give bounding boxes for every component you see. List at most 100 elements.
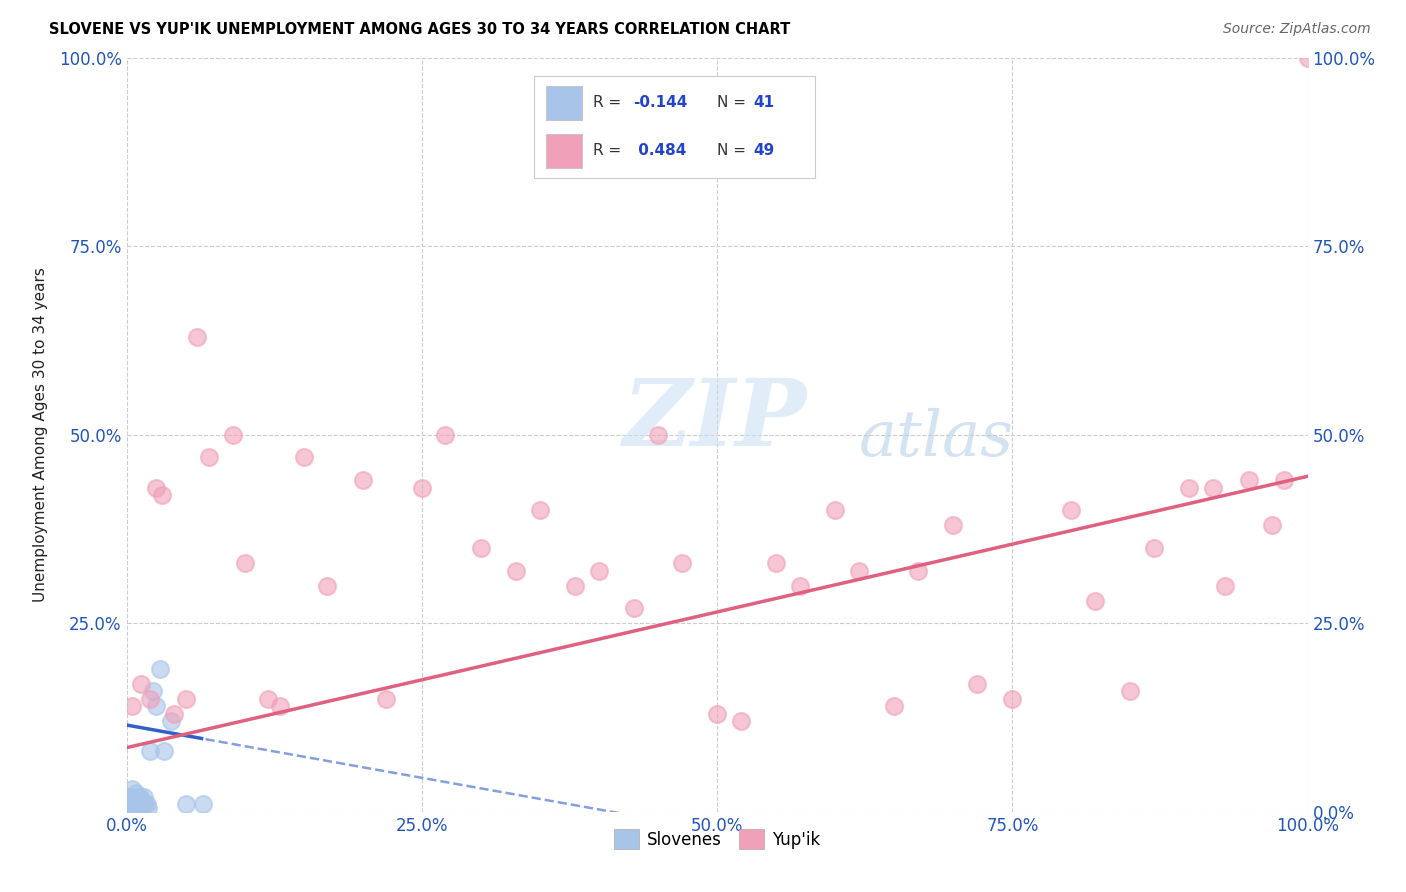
Point bbox=[411, 481, 433, 495]
Point bbox=[316, 578, 339, 592]
Text: R =: R = bbox=[593, 144, 627, 158]
Point bbox=[1296, 51, 1319, 65]
Point bbox=[269, 699, 291, 714]
Point bbox=[765, 556, 787, 570]
Point bbox=[131, 797, 153, 812]
Point bbox=[193, 797, 215, 812]
Point bbox=[121, 797, 143, 812]
Text: N =: N = bbox=[717, 95, 751, 110]
Point bbox=[136, 801, 159, 815]
Point bbox=[375, 691, 398, 706]
Point bbox=[125, 797, 148, 812]
Text: ZIP: ZIP bbox=[623, 375, 807, 465]
Point bbox=[141, 684, 163, 698]
Point bbox=[1178, 481, 1201, 495]
Point bbox=[122, 789, 145, 804]
Point bbox=[121, 699, 143, 714]
Point bbox=[127, 797, 149, 812]
Point bbox=[122, 797, 145, 812]
Point bbox=[588, 564, 610, 578]
Point bbox=[120, 789, 142, 804]
Point bbox=[730, 714, 752, 729]
Point bbox=[150, 488, 173, 502]
Point bbox=[1119, 684, 1142, 698]
Point bbox=[789, 578, 811, 592]
Point bbox=[153, 744, 176, 758]
Point bbox=[1261, 518, 1284, 533]
Text: Source: ZipAtlas.com: Source: ZipAtlas.com bbox=[1223, 22, 1371, 37]
Point bbox=[470, 541, 492, 555]
Text: N =: N = bbox=[717, 144, 751, 158]
Point bbox=[139, 744, 162, 758]
Point bbox=[1237, 473, 1260, 487]
Point bbox=[129, 676, 152, 690]
Point bbox=[1084, 593, 1107, 607]
Point bbox=[127, 793, 149, 807]
Text: SLOVENE VS YUP'IK UNEMPLOYMENT AMONG AGES 30 TO 34 YEARS CORRELATION CHART: SLOVENE VS YUP'IK UNEMPLOYMENT AMONG AGE… bbox=[49, 22, 790, 37]
Point bbox=[186, 330, 208, 344]
Point bbox=[127, 789, 149, 804]
Point bbox=[127, 789, 149, 804]
Point bbox=[257, 691, 280, 706]
Text: atlas: atlas bbox=[859, 408, 1014, 469]
Point bbox=[163, 706, 186, 721]
Point bbox=[706, 706, 728, 721]
Point bbox=[1213, 578, 1236, 592]
Point bbox=[121, 789, 143, 804]
Point bbox=[125, 786, 148, 800]
Point bbox=[128, 797, 150, 812]
Point bbox=[135, 797, 157, 812]
Point bbox=[1060, 503, 1083, 517]
Point bbox=[134, 797, 156, 812]
Text: 49: 49 bbox=[754, 144, 775, 158]
Point bbox=[120, 797, 142, 812]
Text: 41: 41 bbox=[754, 95, 775, 110]
Point bbox=[1143, 541, 1166, 555]
Text: -0.144: -0.144 bbox=[633, 95, 688, 110]
Point bbox=[1001, 691, 1024, 706]
Point bbox=[966, 676, 988, 690]
Point bbox=[907, 564, 929, 578]
Point bbox=[125, 793, 148, 807]
Point bbox=[292, 450, 315, 465]
Point bbox=[647, 427, 669, 442]
Legend: Slovenes, Yup'ik: Slovenes, Yup'ik bbox=[607, 822, 827, 856]
Point bbox=[174, 691, 197, 706]
Point bbox=[124, 789, 146, 804]
Point bbox=[883, 699, 905, 714]
Point bbox=[352, 473, 374, 487]
Point bbox=[1272, 473, 1295, 487]
Point bbox=[122, 793, 145, 807]
Point bbox=[529, 503, 551, 517]
FancyBboxPatch shape bbox=[546, 87, 582, 120]
Point bbox=[564, 578, 586, 592]
Point bbox=[145, 481, 167, 495]
Y-axis label: Unemployment Among Ages 30 to 34 years: Unemployment Among Ages 30 to 34 years bbox=[32, 268, 48, 602]
Point bbox=[120, 797, 142, 812]
Point bbox=[129, 793, 152, 807]
Point bbox=[160, 714, 183, 729]
Point bbox=[120, 789, 142, 804]
Point bbox=[198, 450, 221, 465]
Point bbox=[233, 556, 256, 570]
Point bbox=[134, 789, 156, 804]
Point bbox=[824, 503, 846, 517]
Point bbox=[848, 564, 870, 578]
Point bbox=[434, 427, 457, 442]
Point bbox=[942, 518, 965, 533]
Point bbox=[127, 797, 149, 812]
Point bbox=[139, 691, 162, 706]
Text: 0.484: 0.484 bbox=[633, 144, 686, 158]
Point bbox=[121, 782, 143, 797]
FancyBboxPatch shape bbox=[546, 135, 582, 168]
Point bbox=[149, 661, 172, 675]
Point bbox=[671, 556, 693, 570]
Point bbox=[1202, 481, 1225, 495]
Point bbox=[118, 797, 141, 812]
Text: R =: R = bbox=[593, 95, 627, 110]
Point bbox=[124, 797, 146, 812]
Point bbox=[505, 564, 527, 578]
Point bbox=[124, 793, 146, 807]
Point bbox=[127, 797, 149, 812]
Point bbox=[128, 789, 150, 804]
